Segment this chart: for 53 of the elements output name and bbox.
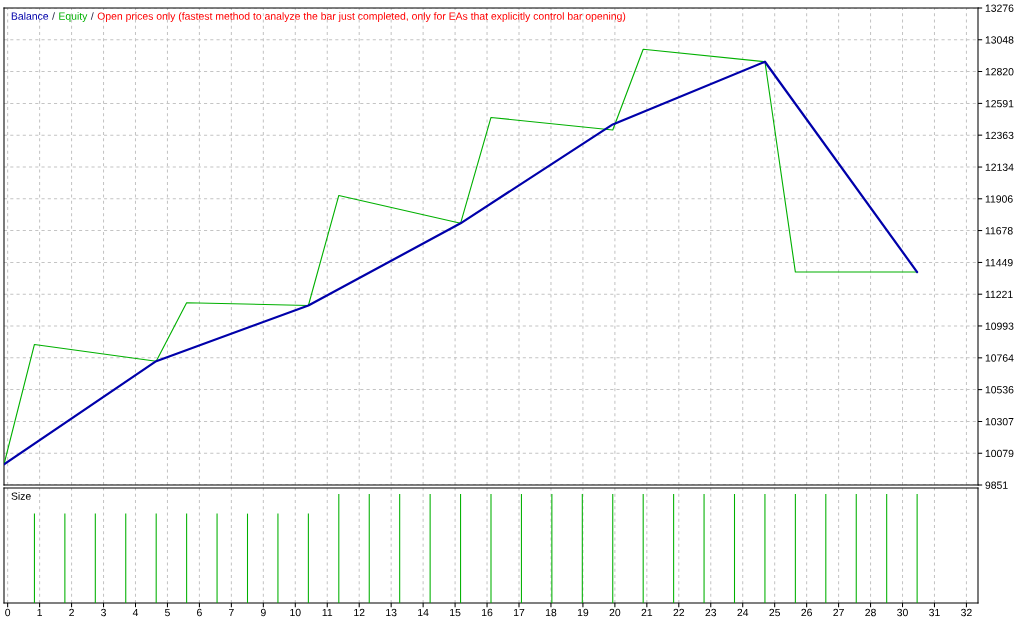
x-tick-label: 2 [69, 608, 74, 617]
y-tick-label: 10993 [985, 322, 1014, 330]
x-tick-label: 30 [897, 608, 908, 617]
x-tick-label: 20 [609, 608, 621, 617]
y-tick-label: 9851 [985, 481, 1008, 489]
y-tick-label: 13276 [985, 4, 1014, 12]
x-tick-label: 24 [737, 608, 749, 617]
y-tick-label: 12820 [985, 68, 1014, 76]
x-tick-label: 7 [229, 608, 234, 617]
x-tick-label: 5 [164, 608, 170, 617]
y-tick-label: 10307 [985, 417, 1014, 426]
x-tick-label: 10 [290, 608, 301, 617]
y-tick-label: 11449 [985, 258, 1013, 267]
x-tick-label: 17 [514, 608, 525, 617]
x-tick-label: 23 [705, 608, 717, 617]
x-tick-label: 32 [961, 608, 972, 617]
x-tick-label: 6 [197, 608, 202, 617]
text: Equity [59, 12, 88, 22]
annotation: / [52, 12, 55, 20]
y-tick-label: 10764 [985, 354, 1014, 362]
y-tick-label: 10079 [985, 449, 1014, 458]
y-tick-label: 10536 [985, 386, 1014, 394]
x-tick-label: 27 [833, 608, 844, 617]
x-tick-label: 26 [801, 608, 812, 617]
x-tick-label: 16 [482, 608, 493, 617]
y-tick-label: 13048 [985, 36, 1014, 44]
y-tick-label: 11906 [985, 195, 1013, 203]
x-tick-label: 15 [450, 608, 461, 617]
y-tick-label: 11678 [985, 227, 1013, 235]
y-tick-label: 12591 [985, 99, 1014, 108]
x-tick-label: 12 [354, 608, 365, 617]
chart-title: Size [11, 492, 31, 500]
x-tick-label: 19 [577, 608, 589, 617]
x-tick-label: 28 [865, 608, 876, 617]
x-tick-label: 31 [929, 608, 940, 617]
y-tick-label: 12134 [985, 163, 1014, 171]
x-tick-label: 13 [386, 608, 397, 617]
x-tick-label: 4 [132, 608, 139, 617]
x-tick-label: 21 [641, 608, 653, 617]
annotation: Open prices only (fastest method to analyze the bar just completed, only for EAs that explicitly control bar opening) [97, 12, 626, 22]
x-tick-label: 1 [37, 608, 42, 617]
text: Balance [11, 12, 49, 20]
x-tick-label: 11 [322, 608, 333, 617]
annotation: / [90, 12, 94, 20]
x-tick-label: 9 [260, 608, 266, 617]
y-tick-label: 11221 [985, 290, 1013, 298]
x-tick-label: 25 [769, 608, 781, 617]
y-tick-label: 12363 [985, 131, 1014, 140]
x-tick-label: 0 [5, 608, 11, 617]
x-tick-label: 14 [418, 608, 429, 617]
x-tick-label: 3 [101, 608, 106, 617]
x-tick-label: 18 [545, 608, 557, 617]
x-tick-label: 22 [673, 608, 685, 617]
